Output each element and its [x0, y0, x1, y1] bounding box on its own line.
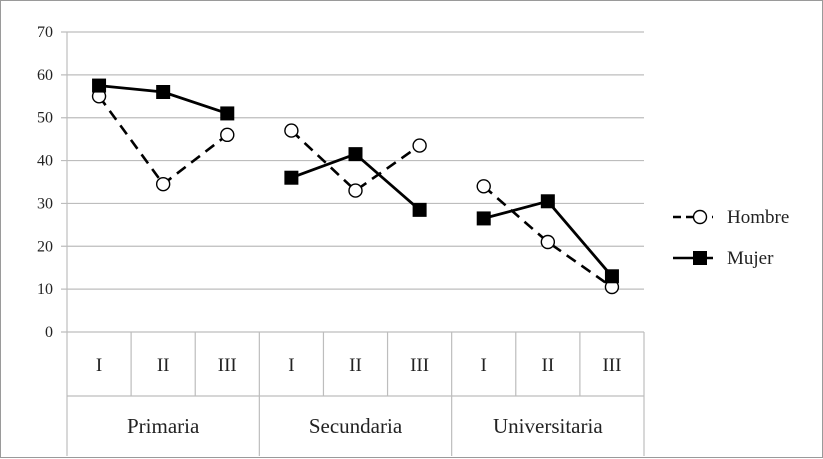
y-tick-label: 70 [37, 24, 53, 41]
data-point [155, 176, 171, 192]
data-point [284, 170, 299, 185]
x-category-label: I [481, 355, 487, 376]
x-group-label: Primaria [127, 414, 200, 438]
data-point [348, 147, 363, 162]
legend-swatch-marker [692, 209, 708, 225]
gridlines [61, 31, 644, 333]
data-point [348, 183, 363, 198]
series-line-segment [482, 185, 613, 289]
data-point [92, 78, 107, 93]
x-category-label: II [542, 355, 555, 376]
legend-label: Hombre [727, 207, 789, 228]
x-category-label: I [96, 355, 102, 376]
data-point [220, 127, 235, 143]
legend-item-mujer: Mujer [673, 248, 774, 269]
data-point [412, 202, 427, 217]
x-group-label: Universitaria [493, 414, 603, 438]
data-point [284, 123, 299, 138]
data-point [540, 194, 555, 209]
y-tick-label: 10 [37, 281, 53, 298]
axes [66, 32, 645, 456]
x-category-label: III [410, 355, 429, 376]
y-tick-label: 50 [37, 110, 53, 127]
series-line-segment [98, 95, 229, 186]
x-group-label: Secundaria [309, 414, 403, 438]
x-category-label: III [602, 355, 621, 376]
data-point [476, 211, 491, 226]
series [91, 78, 620, 295]
y-tick-label: 20 [37, 238, 53, 255]
series-hombre [91, 89, 620, 295]
y-tick-labels: 0 10 20 30 40 50 60 70 [37, 24, 53, 341]
y-tick-label: 40 [37, 153, 53, 170]
legend-swatch-marker [693, 251, 707, 265]
x-category-label: II [349, 355, 362, 376]
x-category-label: III [218, 355, 237, 376]
legend-label: Mujer [727, 248, 774, 269]
x-category-label: II [157, 355, 170, 376]
data-point [412, 138, 427, 153]
data-point [604, 269, 619, 284]
data-point [476, 179, 491, 194]
y-tick-label: 30 [37, 195, 53, 212]
y-tick-label: 60 [37, 67, 53, 84]
y-tick-label: 0 [45, 324, 53, 341]
series-mujer [92, 78, 619, 284]
data-point [540, 234, 556, 250]
data-point [156, 85, 171, 99]
data-point [220, 106, 235, 121]
legend-item-hombre: Hombre [673, 207, 789, 228]
legend: Hombre Mujer [673, 207, 789, 269]
series-line-segment [290, 152, 421, 211]
x-category-label: I [288, 355, 294, 376]
